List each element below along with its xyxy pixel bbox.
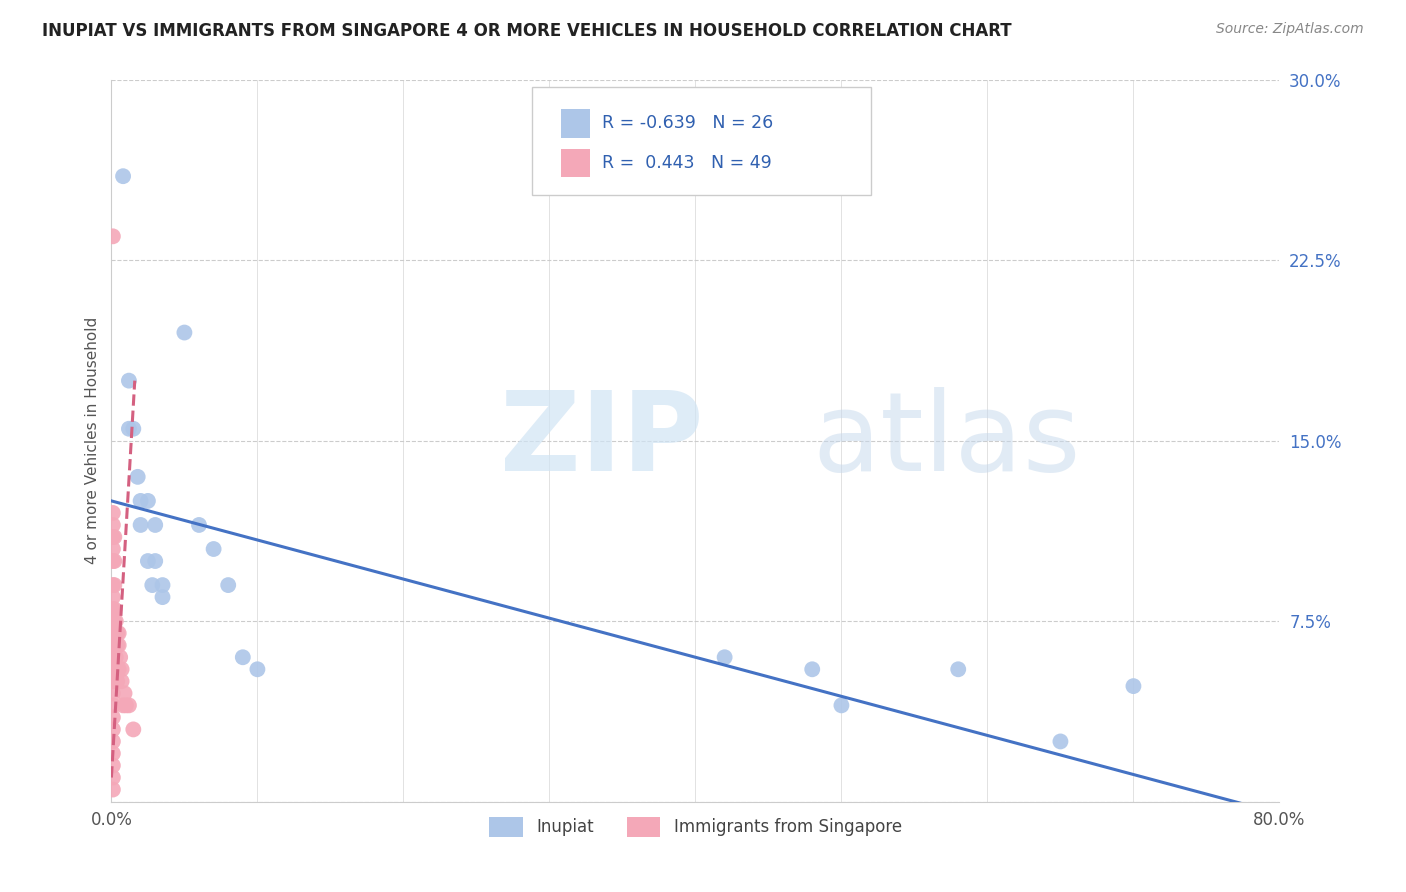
Point [101,771,124,785]
Point [103,602,125,616]
FancyBboxPatch shape [561,149,591,178]
Point [143,518,166,533]
Point [103,578,125,592]
Point [118,698,141,713]
Point [104,650,127,665]
Text: ZIP: ZIP [501,387,703,494]
Point [101,506,124,520]
Point [101,650,124,665]
Point [101,578,124,592]
Point [101,686,124,700]
Point [114,686,136,700]
Text: INUPIAT VS IMMIGRANTS FROM SINGAPORE 4 OR MORE VEHICLES IN HOUSEHOLD CORRELATION: INUPIAT VS IMMIGRANTS FROM SINGAPORE 4 O… [42,22,1012,40]
Point [105,638,128,652]
Point [101,530,124,544]
Point [948,662,970,676]
Point [101,229,124,244]
Point [105,626,128,640]
Point [101,758,124,772]
Legend: Inupiat, Immigrants from Singapore: Inupiat, Immigrants from Singapore [482,810,908,844]
Point [101,674,124,689]
Point [103,554,125,568]
Point [136,554,159,568]
Point [136,494,159,508]
Point [107,626,129,640]
Point [713,650,735,665]
Point [103,638,125,652]
Point [1049,734,1071,748]
Point [101,782,124,797]
FancyBboxPatch shape [561,109,591,137]
Point [101,602,124,616]
Point [101,626,124,640]
Text: R =  0.443   N = 49: R = 0.443 N = 49 [602,154,772,172]
Point [105,662,128,676]
Point [152,578,174,592]
Point [101,698,124,713]
Point [141,578,163,592]
Point [108,650,131,665]
Point [103,626,125,640]
Point [152,590,174,604]
Point [830,698,852,713]
Point [118,422,141,436]
Point [188,518,211,533]
Y-axis label: 4 or more Vehicles in Household: 4 or more Vehicles in Household [86,318,100,565]
Point [232,650,254,665]
Point [1122,679,1144,693]
Point [112,169,135,184]
Point [115,698,138,713]
Point [101,710,124,724]
Point [129,494,152,508]
Point [104,626,127,640]
Point [101,554,124,568]
Point [101,518,124,533]
Point [122,723,145,737]
Point [127,470,149,484]
Point [129,518,152,533]
Point [107,638,129,652]
Point [143,554,166,568]
Text: R = -0.639   N = 26: R = -0.639 N = 26 [602,113,773,131]
Point [122,422,145,436]
Point [105,674,128,689]
Point [118,374,141,388]
Point [103,530,125,544]
Point [104,614,127,628]
Point [801,662,824,676]
Point [107,662,129,676]
Point [217,578,239,592]
Point [112,698,135,713]
FancyBboxPatch shape [531,87,870,195]
Point [101,723,124,737]
Point [111,674,134,689]
Point [101,541,124,556]
Point [202,541,225,556]
Point [101,662,124,676]
Point [101,747,124,761]
Point [173,326,195,340]
Point [104,638,127,652]
Point [111,662,134,676]
Point [101,590,124,604]
Text: atlas: atlas [813,387,1081,494]
Point [101,734,124,748]
Point [103,614,125,628]
Text: Source: ZipAtlas.com: Source: ZipAtlas.com [1216,22,1364,37]
Point [246,662,269,676]
Point [103,650,125,665]
